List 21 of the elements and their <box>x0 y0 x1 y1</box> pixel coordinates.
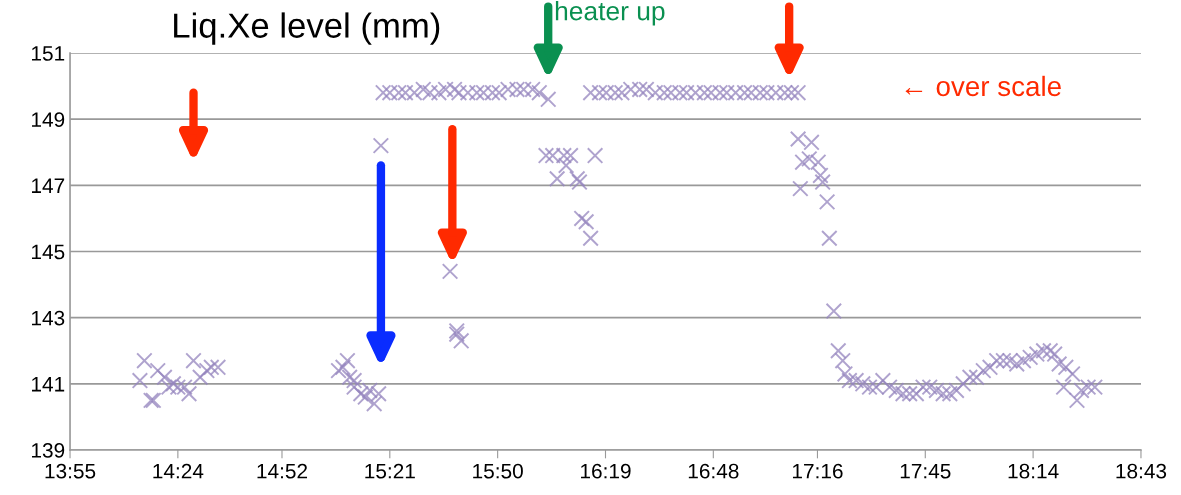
x-tick-label: 15:21 <box>365 463 415 479</box>
y-tick-label: 139 <box>32 443 65 458</box>
y-tick-label: 141 <box>32 377 65 392</box>
y-tick-label: 149 <box>32 112 65 127</box>
x-tick-label: 14:24 <box>153 463 204 479</box>
x-tick-label: 14:52 <box>257 463 308 479</box>
x-tick-label: 16:48 <box>688 463 739 479</box>
x-tick-label: 18:43 <box>1116 463 1167 479</box>
text: heater up <box>555 1 665 26</box>
x-tick-label: 17:16 <box>792 463 843 479</box>
y-tick-label: 143 <box>32 310 65 326</box>
x-tick-label: 15:50 <box>473 463 523 479</box>
y-tick-label: 145 <box>32 244 65 260</box>
y-tick-label: 147 <box>32 178 65 193</box>
annotation: ← over scale <box>905 75 1061 97</box>
chart-title: Liq.Xe level (mm) <box>174 12 440 45</box>
x-tick-label: 18:14 <box>1008 463 1059 479</box>
x-tick-label: 17:45 <box>900 463 951 479</box>
x-tick-label: 16:19 <box>581 463 631 479</box>
x-tick-label: 13:55 <box>45 463 96 479</box>
y-tick-label: 151 <box>32 46 65 61</box>
